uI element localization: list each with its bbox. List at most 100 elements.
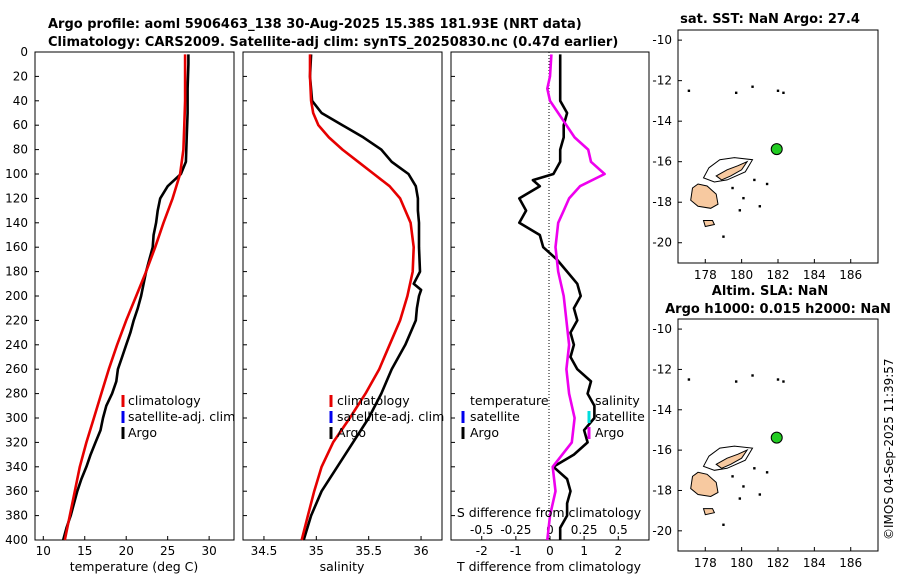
map1-title: sat. SST: NaN Argo: 27.4 — [680, 12, 860, 27]
x-tick-label: 35 — [309, 544, 324, 558]
reef-outline — [702, 445, 754, 471]
lon-tick-label: 182 — [767, 268, 790, 282]
depth-tick-label: 160 — [5, 240, 28, 254]
sla-map: -10 -12 -14 -16 -18 -20 178 180 182 184 186 — [652, 322, 862, 570]
islet-marker — [776, 89, 780, 92]
x-tick-label: -1 — [510, 544, 522, 558]
salinity-argo-line — [302, 54, 423, 541]
depth-tick-label: 340 — [5, 460, 28, 474]
islet-marker — [753, 178, 756, 182]
depth-tick-label: 60 — [13, 118, 28, 132]
figure-title-line2: Climatology: CARS2009. Satellite-adj cli… — [48, 35, 618, 50]
salinity-climatology-line — [300, 54, 416, 541]
depth-tick-label: 360 — [5, 484, 28, 498]
lat-tick-label: -12 — [652, 362, 672, 376]
legend-argo: Argo — [128, 425, 157, 440]
depth-tick-label: 0 — [20, 45, 28, 59]
x-tick-label: 10 — [36, 544, 51, 558]
island-viti-levu — [690, 183, 719, 209]
legend-satellite-adj: satellite-adj. clim — [128, 409, 235, 424]
differences-t-difference-argo-line — [517, 54, 596, 540]
axis-ticks: 0204060801001201401601802002202402602803… — [5, 45, 628, 558]
depth-tick-label: 380 — [5, 509, 28, 523]
lat-tick-label: -18 — [652, 195, 672, 209]
temperature-plot-frame — [34, 51, 235, 541]
temperature-climatology-line — [63, 54, 187, 541]
legend-t-argo: Argo — [470, 425, 499, 440]
island-viti-levu — [690, 471, 719, 498]
lat-tick-label: -10 — [652, 33, 672, 47]
depth-tick-label: 400 — [5, 533, 28, 547]
legend-climatology: climatology — [337, 393, 410, 408]
lon-tick-label: 180 — [730, 268, 753, 282]
x-tick-label: 25 — [160, 544, 175, 558]
x-tick-label: -2 — [476, 544, 488, 558]
x-tick-label: 2 — [614, 544, 622, 558]
map2-title-line1: Altim. SLA: NaN — [712, 284, 828, 299]
legend-s-argo: Argo — [595, 425, 624, 440]
islet-marker — [734, 91, 738, 95]
islet-marker — [731, 186, 734, 190]
lat-tick-label: -16 — [652, 443, 672, 457]
depth-tick-label: 240 — [5, 338, 28, 352]
islet-marker — [751, 85, 754, 88]
x-tick-label: 30 — [201, 544, 216, 558]
map2-title-line2: Argo h1000: 0.015 h2000: NaN — [665, 302, 891, 317]
islet-marker — [734, 380, 738, 383]
x-tick-label: 34.5 — [251, 544, 278, 558]
islet-marker — [687, 378, 691, 381]
argo-position-marker — [770, 431, 783, 444]
lat-tick-label: -14 — [652, 114, 672, 128]
island-kadavu — [702, 508, 716, 516]
legend-salinity-heading: salinity — [595, 393, 640, 408]
x-tick-label: 15 — [77, 544, 92, 558]
s-diff-tick-label: 0.5 — [609, 523, 628, 537]
islet-marker — [722, 523, 725, 526]
lat-tick-label: -16 — [652, 155, 672, 169]
island-kadavu — [702, 220, 716, 228]
islet-marker — [782, 380, 785, 383]
islet-marker — [782, 91, 785, 95]
islet-marker — [687, 89, 691, 92]
figure-title-line1: Argo profile: aoml 5906463_138 30-Aug-20… — [48, 17, 582, 32]
islet-marker — [765, 471, 769, 474]
differences-s-difference-argo-line — [545, 54, 606, 541]
depth-tick-label: 320 — [5, 435, 28, 449]
lon-tick-label: 186 — [839, 556, 862, 570]
legend-climatology: climatology — [128, 393, 201, 408]
sst-map: -10 -12 -14 -16 -18 -20 178 180 182 184 186 — [652, 33, 862, 282]
credit-text: ©IMOS 04-Sep-2025 11:39:57 — [882, 358, 896, 540]
island-vanua-levu — [715, 448, 749, 469]
lon-tick-label: 186 — [839, 268, 862, 282]
difference-plot-frame — [450, 51, 650, 541]
reef-outline — [702, 157, 754, 183]
islet-marker — [742, 485, 745, 488]
depth-tick-label: 140 — [5, 216, 28, 230]
lon-tick-label: 182 — [767, 556, 790, 570]
legend-argo: Argo — [337, 425, 366, 440]
lon-tick-label: 180 — [730, 556, 753, 570]
x-tick-label: 0 — [546, 544, 554, 558]
islet-marker — [776, 378, 780, 381]
s-difference-xlabel: S difference from climatology — [457, 505, 642, 520]
depth-tick-label: 280 — [5, 387, 28, 401]
lon-tick-label: 178 — [694, 556, 717, 570]
temperature-argo-line — [61, 54, 190, 541]
depth-tick-label: 180 — [5, 265, 28, 279]
islet-marker — [758, 493, 762, 496]
depth-tick-label: 220 — [5, 313, 28, 327]
depth-tick-label: 200 — [5, 289, 28, 303]
lat-tick-label: -12 — [652, 74, 672, 88]
profile-lines — [61, 54, 606, 541]
lat-tick-label: -18 — [652, 483, 672, 497]
s-diff-tick-label: 0 — [546, 523, 554, 537]
lat-tick-label: -20 — [652, 236, 672, 250]
x-tick-label: 35.5 — [355, 544, 382, 558]
islet-marker — [751, 374, 754, 377]
imos-credit: ©IMOS 04-Sep-2025 11:39:57 — [882, 345, 896, 545]
depth-tick-label: 20 — [13, 69, 28, 83]
depth-tick-label: 100 — [5, 167, 28, 181]
depth-tick-label: 80 — [13, 143, 28, 157]
temperature-xlabel: temperature (deg C) — [70, 559, 199, 574]
